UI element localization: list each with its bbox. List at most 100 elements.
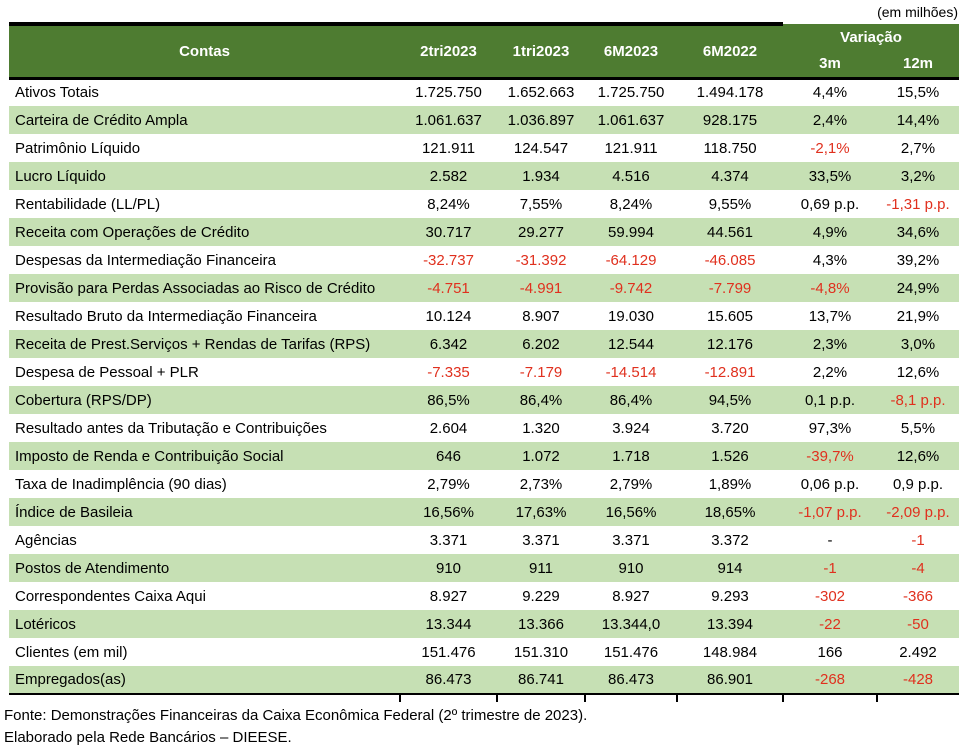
- cell-value: 12.544: [608, 335, 654, 353]
- cell-value: 1.072: [522, 447, 560, 465]
- cell-value: 17,63%: [515, 503, 567, 521]
- cell-value: 0,1 p.p.: [804, 391, 856, 409]
- cell-value: -4.991: [519, 279, 563, 297]
- cell-value: 1.725.750: [597, 84, 665, 102]
- row-label: Provisão para Perdas Associadas ao Risco…: [15, 279, 376, 297]
- header-1tri2023: 1tri2023: [497, 22, 585, 80]
- cell-value: -428: [877, 666, 959, 695]
- cell-value: 34,6%: [896, 223, 940, 241]
- cell-value: 4,3%: [812, 251, 848, 269]
- cell-value: 2.582: [429, 167, 468, 185]
- cell-value: 30.717: [425, 223, 472, 241]
- cell-value: 2,79%: [427, 475, 470, 493]
- cell-value: 2,79%: [609, 475, 653, 493]
- cell-value: 0,9 p.p.: [892, 475, 944, 493]
- header-2tri2023: 2tri2023: [400, 22, 497, 80]
- cell-value: 3,2%: [900, 167, 936, 185]
- cell-value: 44.561: [707, 223, 753, 241]
- cell-value: 86.473: [585, 666, 677, 695]
- cell-value: 2,3%: [812, 335, 848, 353]
- row-label: Cobertura (RPS/DP): [15, 391, 152, 409]
- cell-value: 8.927: [429, 587, 468, 605]
- table-row: Clientes (em mil) 151.476 151.310 151.476 14…: [9, 638, 959, 666]
- cell-value: -7.179: [519, 363, 563, 381]
- cell-value: 118.750: [703, 139, 757, 157]
- cell-value: 2.604: [429, 419, 468, 437]
- cell-value: -64.129: [605, 251, 657, 269]
- table-row: Lotéricos 13.344 13.366 13.344,0 13.394 -22 -5…: [9, 610, 959, 638]
- cell-value: 151.476: [603, 643, 659, 661]
- cell-value: 121.911: [421, 139, 476, 157]
- cell-value: -9.742: [609, 279, 653, 297]
- cell-value: 914: [717, 559, 743, 577]
- cell-value: 646: [435, 447, 462, 465]
- cell-value: 19.030: [608, 307, 654, 325]
- table-row: Provisão para Perdas Associadas ao Risco…: [9, 274, 959, 302]
- column-tick: [782, 695, 784, 702]
- cell-value: 2,7%: [900, 139, 936, 157]
- header-row-sub: 3m 12m: [9, 51, 959, 80]
- cell-value: -302: [814, 587, 846, 605]
- cell-value: 97,3%: [808, 419, 852, 437]
- cell-value: 911: [529, 559, 553, 577]
- cell-value: 8.907: [522, 307, 560, 325]
- cell-value: 9.229: [522, 587, 560, 605]
- row-label: Imposto de Renda e Contribuição Social: [15, 447, 284, 465]
- cell-value: 3.372: [711, 531, 749, 549]
- row-label: Ativos Totais: [15, 84, 99, 102]
- footer-notes: Fonte: Demonstrações Financeiras da Caix…: [4, 705, 968, 749]
- cell-value: 1.036.897: [507, 111, 575, 129]
- table-row: Receita de Prest.Serviços + Rendas de Ta…: [9, 330, 959, 358]
- cell-value: 86,4%: [519, 391, 563, 409]
- cell-value: -22: [819, 615, 841, 633]
- row-label: Postos de Atendimento: [15, 559, 170, 577]
- cell-value: 1.718: [612, 447, 650, 465]
- cell-value: 15.605: [707, 307, 753, 325]
- cell-value: 6.342: [429, 335, 468, 353]
- cell-value: 8,24%: [427, 195, 470, 213]
- cell-value: 4.516: [612, 167, 650, 185]
- row-label: Resultado Bruto da Intermediação Finance…: [15, 307, 317, 325]
- cell-value: 1.652.663: [507, 84, 575, 102]
- header-6m2022: 6M2022: [677, 22, 783, 80]
- cell-value: 3.371: [429, 531, 468, 549]
- cell-value: -4.751: [427, 279, 470, 297]
- row-label: Lucro Líquido: [15, 167, 106, 185]
- header-variacao-12m: 12m: [877, 51, 959, 80]
- table-row: Carteira de Crédito Ampla 1.061.637 1.036.…: [9, 106, 959, 134]
- cell-value: -4,8%: [810, 279, 850, 297]
- cell-value: 39,2%: [896, 251, 940, 269]
- credit-note: Elaborado pela Rede Bancários – DIEESE.: [4, 729, 292, 746]
- cell-value: -8,1 p.p.: [890, 391, 946, 409]
- table-row: Resultado Bruto da Intermediação Finance…: [9, 302, 959, 330]
- table-row: Despesas da Intermediação Financeira -32.…: [9, 246, 959, 274]
- cell-value: 2,2%: [812, 363, 848, 381]
- cell-value: 1.526: [711, 447, 749, 465]
- cell-value: 166: [817, 643, 843, 661]
- row-label: Receita com Operações de Crédito: [15, 223, 250, 241]
- cell-value: -1,31 p.p.: [886, 195, 950, 213]
- cell-value: -1,07 p.p.: [798, 503, 862, 521]
- cell-value: 14,4%: [896, 111, 940, 129]
- cell-value: 94,5%: [708, 391, 752, 409]
- cell-value: 33,5%: [808, 167, 852, 185]
- cell-value: 16,56%: [605, 503, 657, 521]
- column-tick: [876, 695, 878, 702]
- header-contas: Contas: [9, 22, 400, 80]
- row-label: Patrimônio Líquido: [15, 139, 141, 157]
- cell-value: 1.320: [522, 419, 560, 437]
- cell-value: 9,55%: [708, 195, 752, 213]
- cell-value: -2,1%: [810, 139, 850, 157]
- cell-value: 86.901: [677, 666, 783, 695]
- row-label: Resultado antes da Tributação e Contribu…: [15, 419, 327, 437]
- row-label: Despesa de Pessoal + PLR: [15, 363, 199, 381]
- source-note: Fonte: Demonstrações Financeiras da Caix…: [4, 707, 588, 724]
- cell-value: -1: [911, 531, 925, 549]
- cell-value: 1.061.637: [415, 111, 482, 129]
- cell-value: 86.741: [497, 666, 585, 695]
- cell-value: -2,09 p.p.: [886, 503, 950, 521]
- table-row: Cobertura (RPS/DP) 86,5% 86,4% 86,4% 94,5% 0,…: [9, 386, 959, 414]
- cell-value: 1.934: [522, 167, 560, 185]
- cell-value: 3.371: [522, 531, 560, 549]
- cell-value: 3,0%: [900, 335, 936, 353]
